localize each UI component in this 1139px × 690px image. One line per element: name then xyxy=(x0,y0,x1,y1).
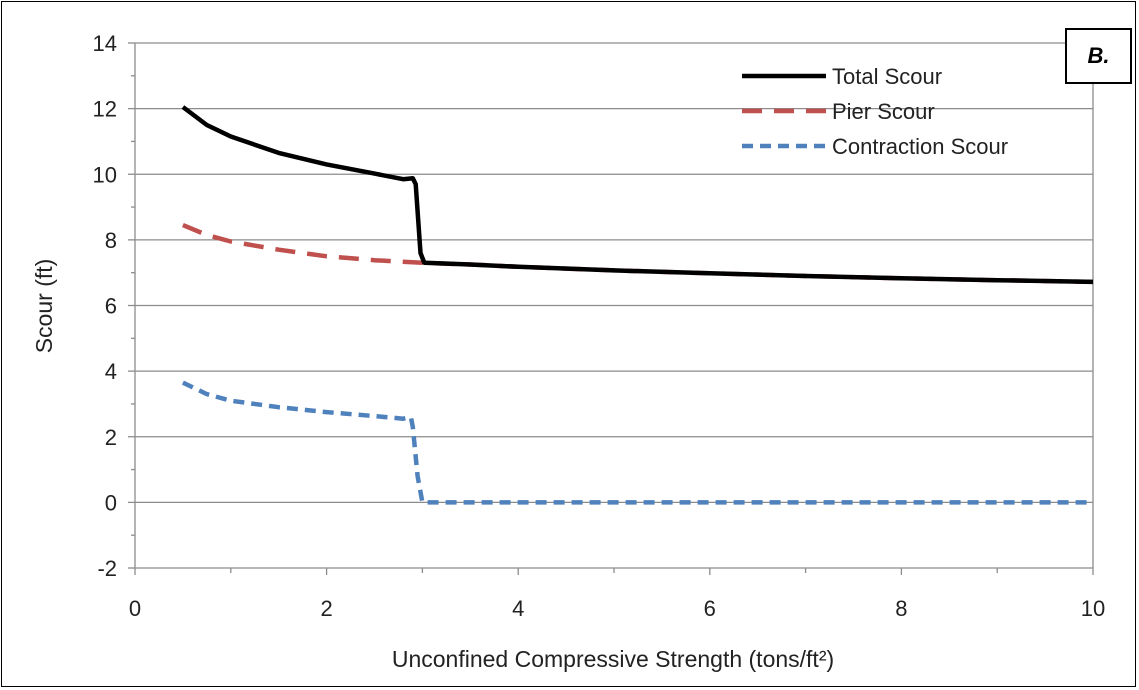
gridlines xyxy=(135,42,1093,504)
tick-labels: -2 0 2 4 6 8 10 12 14 0 2 4 6 8 10 xyxy=(93,31,1106,621)
panel-label-text: B. xyxy=(1087,43,1110,68)
legend: Total Scour Pier Scour Contraction Scour xyxy=(742,64,1008,159)
y-tick-label: 14 xyxy=(93,31,117,56)
y-tick-label: 8 xyxy=(105,228,117,253)
axes xyxy=(128,42,1094,575)
legend-label: Contraction Scour xyxy=(832,134,1008,159)
legend-label: Pier Scour xyxy=(832,99,935,124)
y-axis-title: Scour (ft) xyxy=(31,259,57,354)
x-tick-label: 0 xyxy=(129,596,141,621)
x-tick-label: 10 xyxy=(1081,596,1105,621)
y-tick-label: 10 xyxy=(93,162,117,187)
x-axis-title: Unconfined Compressive Strength (tons/ft… xyxy=(392,646,834,672)
y-tick-label: 4 xyxy=(105,359,117,384)
series-line-contraction-scour xyxy=(181,380,1093,505)
y-tick-label: -2 xyxy=(97,556,117,581)
series-layer xyxy=(181,105,1094,505)
x-tick-label: 2 xyxy=(320,596,332,621)
x-tick-label: 4 xyxy=(512,596,524,621)
y-tick-label: 6 xyxy=(105,294,117,319)
x-tick-label: 6 xyxy=(704,596,716,621)
panel-label: B. xyxy=(1065,28,1132,84)
series-line-pier-scour xyxy=(182,223,1094,285)
x-tick-label: 8 xyxy=(895,596,907,621)
y-tick-label: 0 xyxy=(105,490,117,515)
y-tick-label: 2 xyxy=(105,425,117,450)
series-line-total-scour xyxy=(181,105,1094,285)
legend-label: Total Scour xyxy=(832,64,942,89)
y-tick-label: 12 xyxy=(93,97,117,122)
